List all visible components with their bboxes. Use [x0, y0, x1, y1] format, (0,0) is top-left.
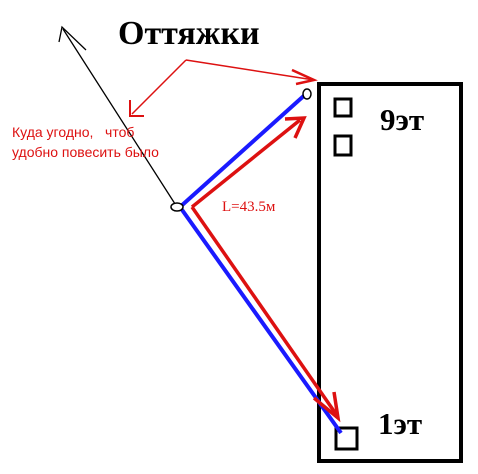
insulator-top — [302, 88, 312, 100]
antenna-wire-lower — [178, 205, 343, 435]
insulator-middle — [170, 202, 184, 212]
callout-left-head — [129, 100, 144, 117]
length-arrows — [190, 116, 341, 423]
callout-right-head — [291, 68, 318, 86]
placement-note-line-2: удобно повесить было — [12, 144, 159, 160]
window-9th-upper — [333, 97, 353, 118]
window-9th-lower — [333, 134, 353, 157]
antenna-wire — [178, 91, 343, 435]
callout-right-line — [185, 59, 315, 81]
length-arrow-lower-line — [190, 206, 338, 415]
guy-rope-line — [62, 28, 178, 208]
callout-left-line — [131, 59, 187, 115]
antenna-wire-upper — [178, 91, 309, 209]
building-outline — [317, 82, 463, 463]
length-arrow-lower-head — [312, 391, 341, 423]
length-arrow-upper-head — [284, 116, 307, 139]
floor-label-9th: 9эт — [380, 102, 425, 137]
diagram-title: Оттяжки — [118, 15, 260, 52]
window-1st-floor — [334, 426, 359, 451]
guy-rope-arrowhead — [58, 25, 87, 51]
floor-label-1st: 1эт — [378, 406, 423, 441]
placement-note-line-1: Куда угодно, чтоб — [12, 124, 135, 140]
guy-rope — [58, 25, 178, 208]
length-label: L=43.5м — [222, 199, 276, 215]
placement-note: Куда угодно, чтоб удобно повесить было — [12, 122, 159, 162]
title-callout-arrows — [129, 59, 318, 117]
length-arrow-upper-line — [190, 118, 302, 209]
